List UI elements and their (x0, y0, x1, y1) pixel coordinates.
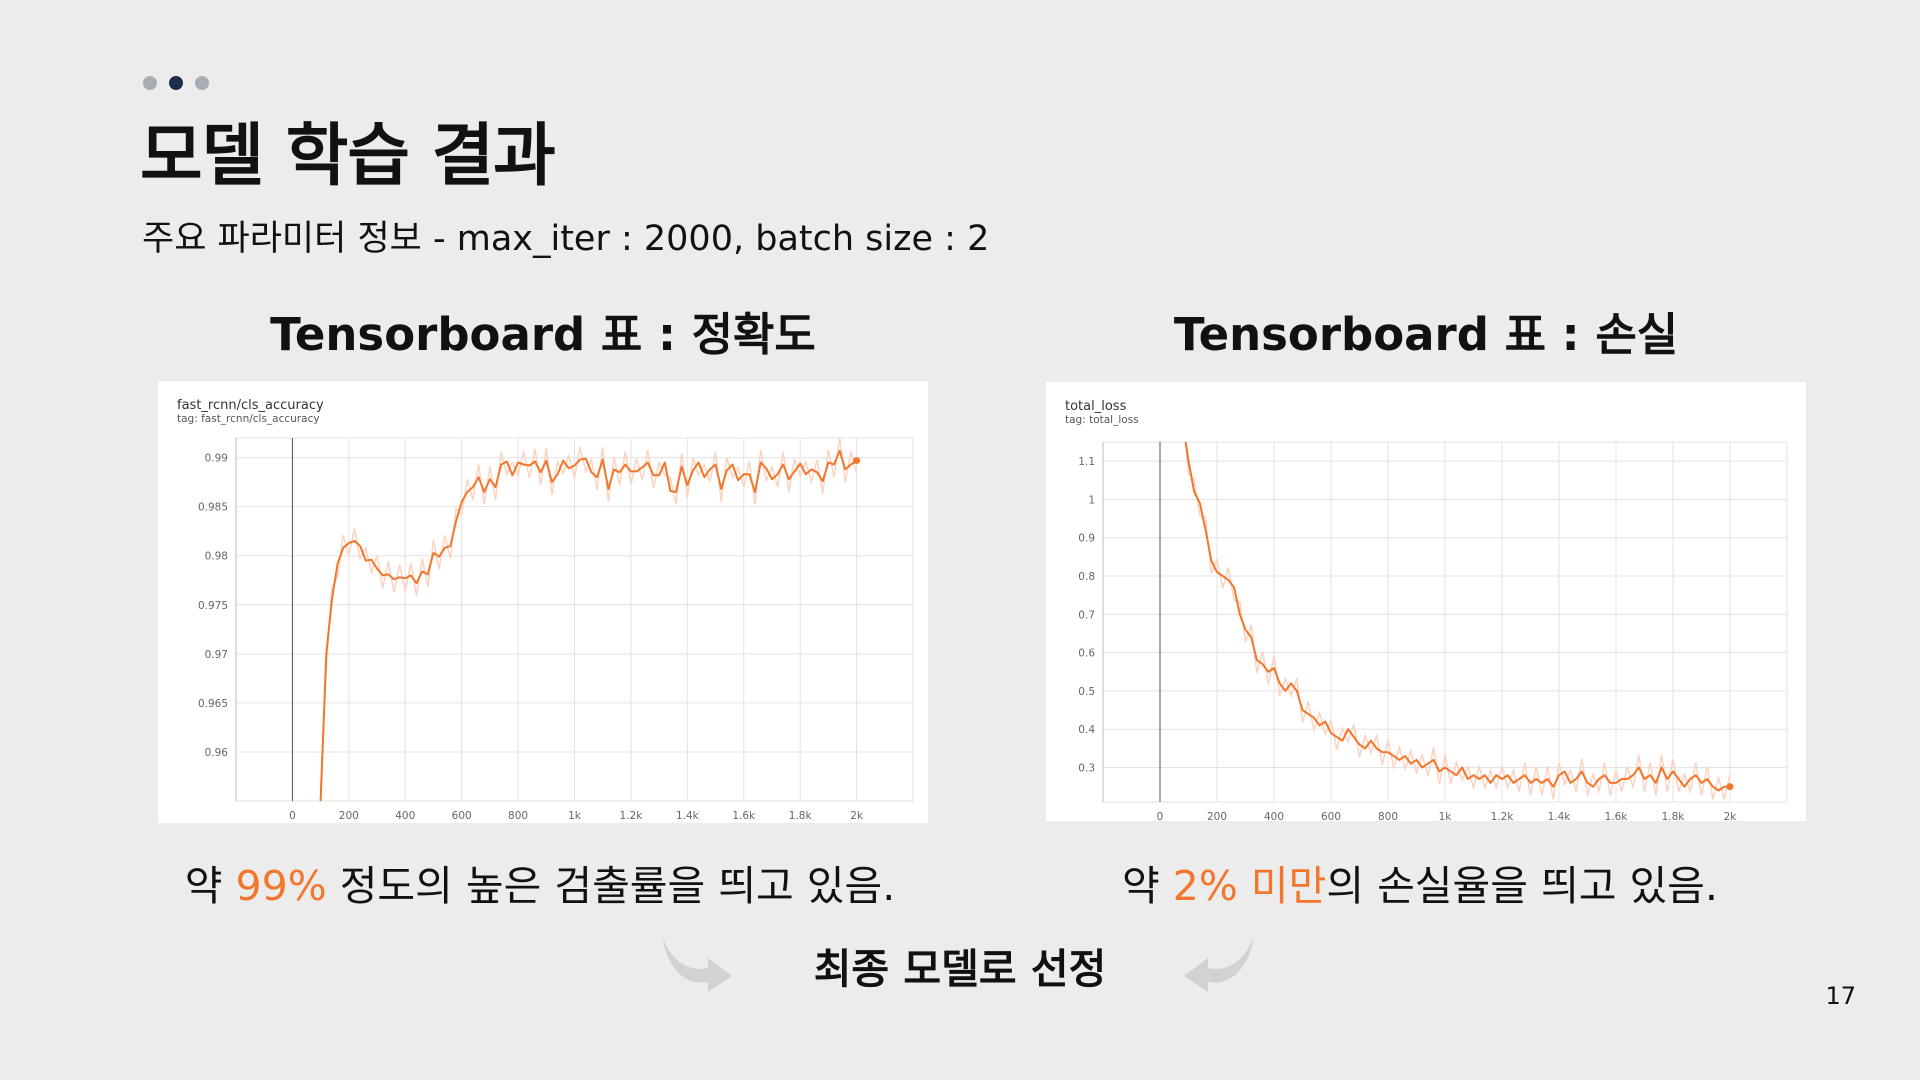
accuracy-x-tick-label: 0 (289, 810, 296, 822)
accuracy-y-tick-label: 0.96 (205, 747, 229, 759)
loss-y-tick-label: 0.3 (1078, 763, 1095, 775)
accuracy-chart-heading: Tensorboard 표 : 정확도 (270, 308, 816, 361)
loss-x-tick-label: 1k (1439, 811, 1453, 821)
accuracy-raw-line (319, 438, 858, 789)
loss-x-tick-label: 800 (1378, 811, 1398, 821)
curved-arrow-right-icon (662, 936, 732, 992)
accuracy-x-tick-label: 1.4k (676, 810, 700, 822)
nav-dot-active (169, 76, 183, 90)
loss-y-tick-label: 0.4 (1078, 724, 1095, 736)
accuracy-caption-post: 정도의 높은 검출률을 띄고 있음. (326, 862, 896, 910)
final-model-label: 최종 모델로 선정 (813, 945, 1107, 993)
accuracy-x-tick-label: 1k (568, 810, 582, 822)
accuracy-y-tick-label: 0.985 (198, 502, 228, 514)
loss-y-tick-label: 0.8 (1078, 571, 1095, 583)
accuracy-chart-title: fast_rcnn/cls_accuracy (177, 398, 324, 413)
loss-smoothed-line (1184, 442, 1730, 792)
accuracy-y-tick-label: 0.99 (205, 453, 228, 465)
accuracy-x-tick-label: 1.6k (732, 810, 756, 822)
accuracy-x-tick-label: 2k (850, 810, 864, 822)
loss-caption: 약 2% 미만의 손실율을 띄고 있음. (1020, 852, 1820, 912)
loss-caption-highlight: 2% 미만 (1172, 862, 1327, 910)
accuracy-chart-card: fast_rcnn/cls_accuracy tag: fast_rcnn/cls… (158, 381, 928, 823)
loss-x-tick-label: 400 (1264, 811, 1284, 821)
accuracy-caption-highlight: 99% (235, 862, 327, 910)
loss-y-tick-label: 1 (1088, 494, 1095, 506)
loss-raw-line (1184, 442, 1731, 800)
nav-dot (195, 76, 209, 90)
loss-x-tick-label: 1.8k (1662, 811, 1686, 821)
accuracy-x-tick-label: 200 (339, 810, 359, 822)
loss-y-tick-label: 0.6 (1078, 648, 1095, 660)
accuracy-y-tick-label: 0.97 (205, 649, 228, 661)
curved-arrow-left-icon (1184, 936, 1254, 992)
page-number: 17 (1825, 982, 1856, 1010)
accuracy-y-tick-label: 0.975 (198, 600, 228, 612)
accuracy-caption: 약 99% 정도의 높은 검출률을 띄고 있음. (140, 852, 940, 912)
slide-nav-dots (143, 76, 209, 90)
loss-x-tick-label: 2k (1724, 811, 1738, 821)
accuracy-x-tick-label: 1.2k (620, 810, 644, 822)
loss-chart-card: total_loss tag: total_loss 0.3 0.4 0.5 0.6 0.7… (1046, 382, 1806, 821)
loss-last-point (1726, 783, 1734, 791)
slide-subtitle: 주요 파라미터 정보 - max_iter : 2000, batch size… (142, 219, 990, 259)
accuracy-caption-pre: 약 (184, 862, 236, 910)
loss-chart-tag: tag: total_loss (1065, 414, 1139, 426)
accuracy-y-tick-label: 0.98 (205, 551, 228, 563)
loss-chart-title: total_loss (1065, 399, 1127, 414)
accuracy-x-tick-label: 800 (508, 810, 528, 822)
accuracy-last-point (853, 457, 861, 465)
loss-caption-pre: 약 (1122, 862, 1173, 910)
accuracy-x-tick-label: 600 (452, 810, 472, 822)
accuracy-x-tick-label: 1.8k (789, 810, 813, 822)
accuracy-smoothed-line (319, 449, 858, 801)
loss-x-tick-label: 1.6k (1605, 811, 1629, 821)
nav-dot (143, 76, 157, 90)
loss-y-tick-label: 1.1 (1078, 456, 1095, 468)
loss-x-tick-label: 600 (1321, 811, 1341, 821)
loss-y-tick-label: 0.7 (1078, 609, 1095, 621)
loss-x-tick-label: 1.4k (1548, 811, 1572, 821)
loss-x-tick-label: 200 (1207, 811, 1227, 821)
accuracy-y-tick-label: 0.965 (198, 698, 228, 710)
loss-x-tick-label: 0 (1157, 811, 1164, 821)
loss-caption-post: 의 손실율을 띄고 있음. (1326, 862, 1718, 910)
loss-y-tick-label: 0.9 (1078, 533, 1095, 545)
slide-title: 모델 학습 결과 (140, 117, 556, 196)
accuracy-x-tick-label: 400 (395, 810, 415, 822)
loss-chart-heading: Tensorboard 표 : 손실 (1173, 308, 1679, 361)
accuracy-chart-tag: tag: fast_rcnn/cls_accuracy (177, 413, 320, 425)
loss-x-tick-label: 1.2k (1491, 811, 1515, 821)
loss-y-tick-label: 0.5 (1078, 686, 1095, 698)
